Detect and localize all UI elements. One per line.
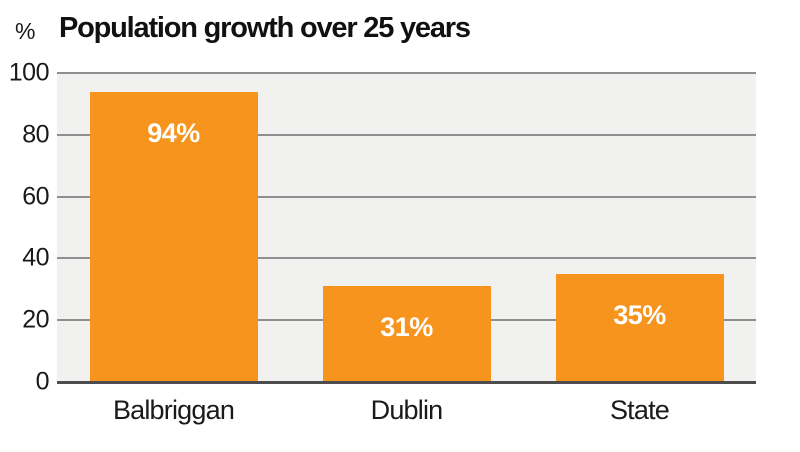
gridline-60 xyxy=(57,195,756,198)
chart-title: Population growth over 25 years xyxy=(59,12,471,44)
bar-state: 35% xyxy=(555,273,724,382)
bar-value-label-balbriggan: 94% xyxy=(147,117,200,148)
y-tick-label-40: 40 xyxy=(22,243,49,272)
y-tick-label-20: 20 xyxy=(22,305,49,334)
x-tick-label-state: State xyxy=(609,395,670,425)
gridline-80 xyxy=(57,133,756,136)
bar-dublin: 31% xyxy=(322,286,491,382)
bar-value-label-dublin: 31% xyxy=(380,312,433,343)
y-tick-label-60: 60 xyxy=(22,182,49,211)
x-axis-baseline xyxy=(57,381,756,384)
x-tick-label-dublin: Dublin xyxy=(370,395,444,425)
plot-area: 94% 31% 35% xyxy=(57,72,756,384)
gridline-40 xyxy=(57,257,756,260)
bar-balbriggan: 94% xyxy=(89,91,258,382)
y-tick-label-80: 80 xyxy=(22,120,49,149)
x-tick-label-balbriggan: Balbriggan xyxy=(112,395,235,425)
y-tick-label-0: 0 xyxy=(35,367,50,396)
y-tick-label-100: 100 xyxy=(8,58,50,87)
y-axis-unit-label: % xyxy=(15,18,36,44)
gridline-100 xyxy=(57,72,756,74)
bar-value-label-state: 35% xyxy=(613,299,666,330)
